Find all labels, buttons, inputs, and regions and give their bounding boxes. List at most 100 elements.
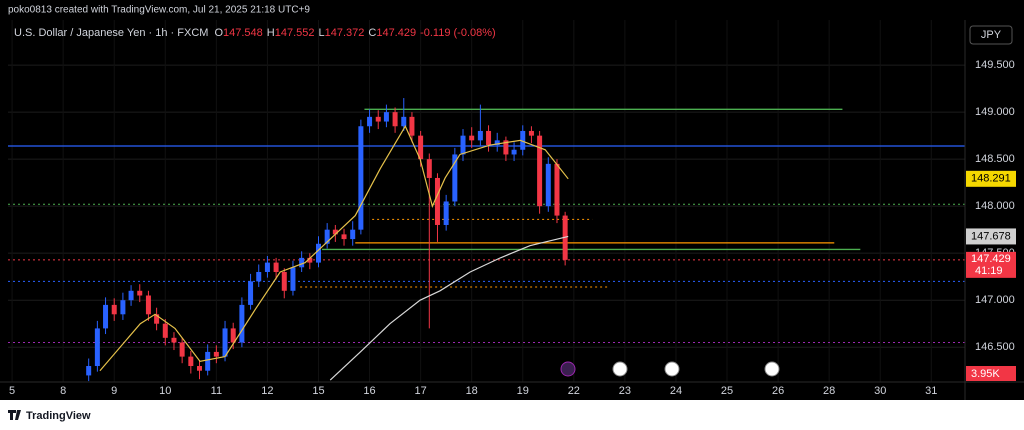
- x-tick-label: 22: [568, 385, 580, 397]
- moving-average: [99, 124, 569, 372]
- candle-body: [401, 116, 407, 127]
- candle-body: [409, 116, 415, 136]
- candle-body: [120, 300, 126, 315]
- candle-body: [477, 130, 483, 141]
- x-tick-label: 19: [517, 385, 529, 397]
- candle-body: [162, 323, 168, 338]
- candle-body: [94, 328, 100, 367]
- currency[interactable]: JPY: [981, 29, 1002, 41]
- logo: [8, 410, 21, 420]
- x-tick-label: 23: [619, 385, 631, 397]
- plot: [8, 20, 965, 382]
- x-tick-label: 15: [312, 385, 324, 397]
- candle-body: [554, 163, 560, 216]
- candle-body: [299, 257, 305, 268]
- candle-body: [528, 130, 534, 136]
- event-icon[interactable]: [764, 361, 780, 377]
- candle-body: [103, 304, 109, 329]
- title: U.S. Dollar / Japanese Yen · 1h · FXCM: [14, 27, 208, 39]
- candle-body: [358, 126, 364, 230]
- candle-body: [188, 356, 194, 367]
- candle-body: [86, 366, 92, 376]
- candle-body: [222, 328, 228, 357]
- ohlc-value: 147.429: [376, 27, 416, 39]
- ma-badge-bg: [966, 170, 1016, 187]
- y-tick-label: 149.000: [975, 106, 1015, 118]
- candle-body: [315, 243, 321, 263]
- countdown: 41:19: [975, 265, 1003, 277]
- candle-body: [486, 130, 492, 146]
- candle-body: [503, 140, 509, 155]
- candle-body: [154, 314, 160, 324]
- footer-bg: [0, 400, 1024, 430]
- event-icons: [560, 361, 780, 377]
- candle-body: [256, 271, 262, 282]
- candle-body: [537, 135, 543, 207]
- candle-body: [494, 140, 500, 146]
- candle-body: [520, 130, 526, 150]
- footer-brand: TradingView: [26, 410, 91, 422]
- candle-body: [230, 328, 236, 343]
- chart-header: U.S. Dollar / Japanese Yen · 1h · FXCM O1…: [14, 27, 496, 39]
- candle-body: [179, 342, 185, 357]
- candle-body: [145, 295, 151, 315]
- x-tick-label: 5: [9, 385, 15, 397]
- candle-body: [264, 262, 270, 272]
- candle-body: [383, 112, 389, 122]
- candle-body: [205, 351, 211, 371]
- candle-body: [332, 229, 338, 235]
- candle-body: [392, 112, 398, 127]
- x-tick-label: 12: [261, 385, 273, 397]
- candle-body: [545, 163, 551, 207]
- ohlc-label: L: [318, 27, 324, 39]
- candle-body: [281, 271, 287, 291]
- candle-body: [426, 159, 432, 178]
- x-tick-label: 24: [670, 385, 682, 397]
- candle-body: [307, 257, 313, 263]
- moving-average: [329, 235, 569, 381]
- candle-body: [434, 177, 440, 225]
- ohlc-value: 147.372: [325, 27, 365, 39]
- event-icon[interactable]: [612, 361, 628, 377]
- x-tick-label: 11: [211, 385, 222, 397]
- y-tick-label: 149.500: [975, 59, 1015, 71]
- candle-body: [213, 351, 219, 357]
- candle-body: [469, 135, 475, 141]
- candle-body: [239, 304, 245, 343]
- ma-badge-bg: [966, 228, 1016, 245]
- x-tick-label: 10: [159, 385, 171, 397]
- candle-body: [128, 290, 134, 301]
- x-tick-label: 28: [823, 385, 835, 397]
- event-icon[interactable]: [560, 361, 576, 377]
- candle-body: [511, 149, 517, 155]
- x-tick-label: 16: [363, 385, 375, 397]
- x-tick-label: 25: [721, 385, 733, 397]
- change: -0.119 (-0.08%): [420, 27, 496, 39]
- price-badge: 147.429: [971, 253, 1011, 265]
- currency-button[interactable]: [969, 25, 1013, 45]
- candle-body: [273, 262, 279, 272]
- ohlc-label: C: [368, 27, 376, 39]
- candle-body: [350, 229, 356, 240]
- x-tick-label: 26: [772, 385, 784, 397]
- background: [0, 0, 1024, 400]
- x-tick-label: 17: [414, 385, 426, 397]
- ma-badge: 147.678: [971, 230, 1011, 242]
- y-tick-label: 146.500: [975, 341, 1015, 353]
- volume-badge-bg: [966, 366, 1016, 381]
- candle-body: [443, 201, 449, 225]
- candle-body: [290, 267, 296, 291]
- event-icon[interactable]: [664, 361, 680, 377]
- y-tick-label: 147.000: [975, 294, 1015, 306]
- volume-label: 3.95K: [971, 368, 1000, 380]
- y-tick-label: 148.000: [975, 200, 1015, 212]
- x-tick-label: 31: [925, 385, 937, 397]
- candle-body: [324, 229, 330, 244]
- candle-body: [418, 135, 424, 160]
- candle-body: [137, 290, 143, 296]
- ma-badge: 148.291: [971, 173, 1011, 185]
- ohlc-value: 147.548: [223, 27, 263, 39]
- y-tick-label: 148.500: [975, 153, 1015, 165]
- price-badge-bg: [966, 251, 1016, 278]
